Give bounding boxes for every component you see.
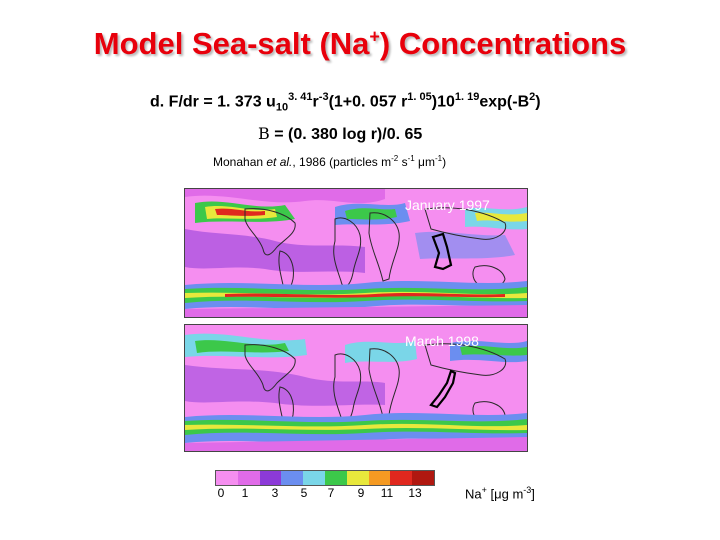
legend-swatch-8 xyxy=(390,471,413,485)
legend-swatch-1 xyxy=(237,471,260,485)
color-scale-bar xyxy=(215,470,435,486)
legend-swatch-6 xyxy=(346,471,369,485)
legend-tick-5: 5 xyxy=(300,486,308,500)
legend-swatch-5 xyxy=(324,471,347,485)
legend-tick-7: 7 xyxy=(327,486,335,500)
legend-swatch-2 xyxy=(259,471,282,485)
legend-swatch-3 xyxy=(281,471,304,485)
flight-track-mar xyxy=(429,369,457,409)
b-parameter-equation: B = (0. 380 log r)/0. 65 xyxy=(258,124,423,143)
legend-swatch-0 xyxy=(216,471,238,485)
citation: Monahan et al., 1986 (particles m-2 s-1 … xyxy=(213,154,447,169)
map-march-1998: March 1998 xyxy=(184,324,528,452)
concentration-field-january xyxy=(185,189,527,317)
sea-salt-flux-equation: d. F/dr = 1. 373 u103. 41r-3(1+0. 057 r1… xyxy=(150,91,541,114)
legend-tick-9: 9 xyxy=(357,486,365,500)
map-label-january: January 1997 xyxy=(405,197,490,213)
concentration-field-march xyxy=(185,325,527,451)
flight-track-jan xyxy=(431,232,453,271)
legend-tick-1: 1 xyxy=(241,486,249,500)
legend-tick-3: 3 xyxy=(271,486,279,500)
color-scale-ticks: 0 1 3 5 7 9 11 13 xyxy=(215,484,433,504)
units-label: Na+ [μg m-3] xyxy=(465,485,535,502)
legend-tick-11: 11 xyxy=(380,486,394,500)
map-january-1997: January 1997 xyxy=(184,188,528,318)
map-label-march: March 1998 xyxy=(405,333,479,349)
legend-tick-13: 13 xyxy=(408,486,422,500)
legend-tick-0: 0 xyxy=(217,486,225,500)
slide-title: Model Sea-salt (Na+) Concentrations xyxy=(93,26,627,61)
legend-swatch-4 xyxy=(303,471,325,485)
legend-swatch-7 xyxy=(368,471,391,485)
legend-swatch-9 xyxy=(412,471,434,485)
